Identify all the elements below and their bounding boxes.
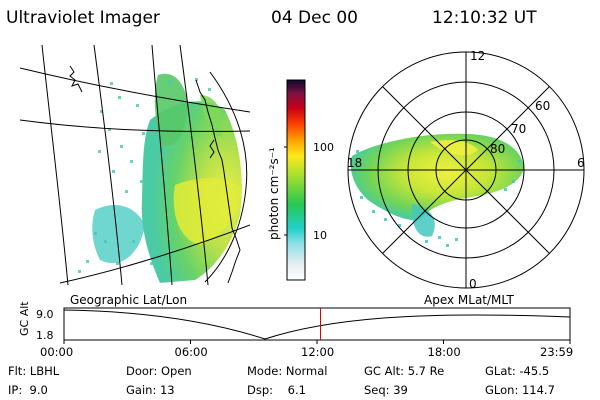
altitude-axis-label: GC Alt (18, 301, 31, 336)
altitude-tick: 9.0 (36, 308, 54, 321)
geographic-map (20, 45, 250, 285)
observation-date: 04 Dec 00 (271, 8, 358, 28)
filter-field: Flt: LBHL (8, 364, 60, 378)
glat-field: GLat: -45.5 (485, 364, 549, 378)
mode-field: Mode: Normal (247, 364, 327, 378)
mlt-label-midnight: 0 (469, 277, 477, 291)
polar-speckle (356, 150, 521, 247)
ip-field: IP: 9.0 (8, 383, 48, 397)
altitude-strip-frame (63, 307, 571, 341)
time-tick-label: 12:00 (301, 345, 334, 359)
map-aurora-emission (78, 73, 242, 283)
mlt-label-dawn: 6 (577, 156, 585, 170)
instrument-title: Ultraviolet Imager (6, 8, 160, 28)
time-tick-label: 00:00 (40, 345, 73, 359)
mlat-label: 80 (490, 142, 505, 156)
colorbar-tick-label: 100 (313, 141, 334, 154)
mlt-label-dusk: 18 (347, 156, 362, 170)
time-tick-label: 23:59 (540, 345, 573, 359)
status-footer: Flt: LBHL Door: Open Mode: Normal GC Alt… (8, 364, 555, 397)
mlat-label: 60 (535, 99, 550, 113)
altitude-strip: GC Alt 9.0 1.8 00:00 06:00 12:00 18:00 23:59 (18, 301, 573, 359)
altitude-curve (63, 309, 571, 340)
gc-alt-field: GC Alt: 5.7 Re (364, 364, 444, 378)
dsp-field: Dsp: 6.1 (247, 383, 306, 397)
observation-time: 12:10:32 UT (432, 8, 537, 28)
map-speckle (78, 78, 211, 273)
map-caption: Geographic Lat/Lon (70, 293, 187, 307)
coastline (69, 65, 83, 93)
coastline (209, 139, 215, 159)
earth-limb (204, 71, 248, 283)
longitude-line (151, 45, 173, 285)
longitude-line (93, 45, 123, 285)
longitude-line (41, 45, 69, 285)
polar-plot: 12 18 6 0 60 70 80 (347, 49, 585, 291)
latitude-line (59, 224, 250, 284)
time-tick-label: 06:00 (175, 345, 208, 359)
mlat-label: 70 (511, 122, 526, 136)
polar-caption: Apex MLat/MLT (424, 293, 514, 307)
mlt-spoke (382, 86, 550, 254)
time-axis: 00:00 06:00 12:00 18:00 23:59 (40, 340, 573, 359)
colorbar: 100 10 photon cm⁻²s⁻¹ (267, 79, 334, 281)
coastline (195, 79, 241, 284)
colorbar-gradient (286, 79, 306, 281)
door-field: Door: Open (126, 364, 192, 378)
time-tick-label: 18:00 (428, 345, 461, 359)
seq-field: Seq: 39 (364, 383, 408, 397)
latitude-line (20, 67, 250, 113)
longitude-line (179, 45, 209, 285)
colorbar-tick-label: 10 (313, 229, 327, 242)
gain-field: Gain: 13 (126, 383, 175, 397)
glon-field: GLon: 114.7 (485, 383, 555, 397)
mlt-label-noon: 12 (470, 49, 485, 63)
altitude-tick: 1.8 (36, 329, 54, 342)
colorbar-unit-label: photon cm⁻²s⁻¹ (267, 147, 281, 240)
